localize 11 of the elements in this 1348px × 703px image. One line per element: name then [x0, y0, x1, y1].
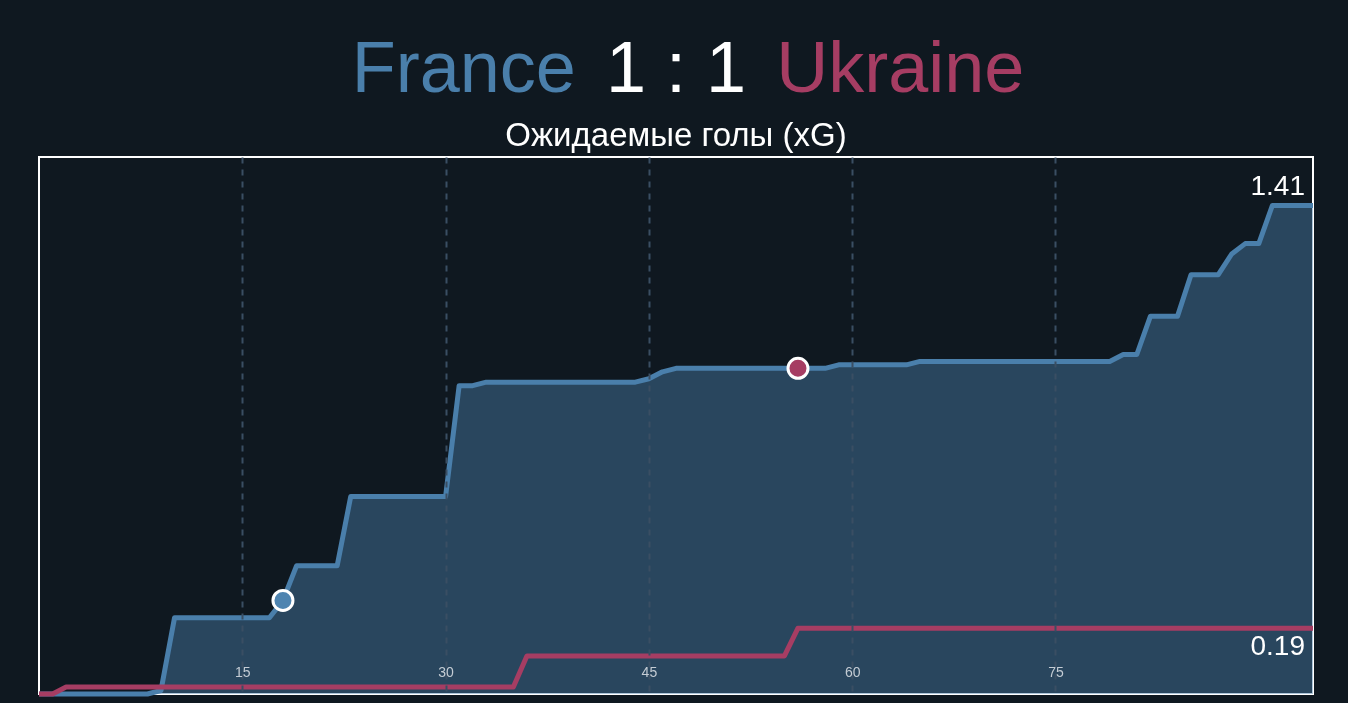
- data-label: 1.41: [1250, 169, 1305, 201]
- chart-subtitle: Ожидаемые голы (xG): [505, 116, 847, 153]
- x-tick-label: 45: [641, 663, 658, 680]
- x-tick-label: 75: [1048, 663, 1064, 680]
- text: Ukraine: [776, 27, 1025, 107]
- chart-title: 1 : 1: [605, 27, 747, 107]
- x-tick-label: 15: [235, 663, 251, 680]
- text: France: [351, 27, 576, 107]
- data-label: 0.19: [1250, 630, 1305, 662]
- x-tick-label: 60: [844, 663, 861, 680]
- x-tick-label: 30: [438, 663, 455, 680]
